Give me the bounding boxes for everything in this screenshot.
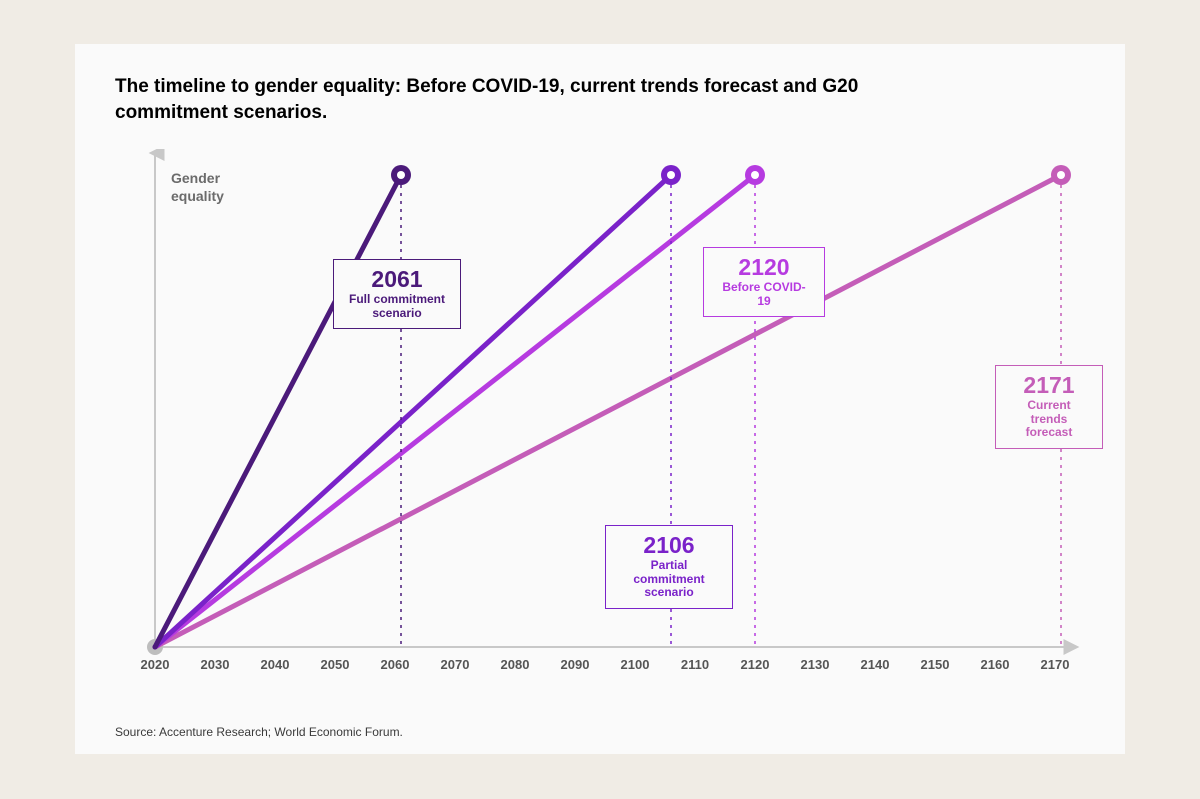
x-tick-label: 2030 bbox=[201, 657, 230, 672]
callout-year: 2120 bbox=[718, 254, 810, 280]
x-tick-label: 2130 bbox=[801, 657, 830, 672]
x-tick-label: 2170 bbox=[1041, 657, 1070, 672]
x-tick-label: 2140 bbox=[861, 657, 890, 672]
x-tick-label: 2020 bbox=[141, 657, 170, 672]
callout-sub: Current trends forecast bbox=[1010, 399, 1088, 440]
chart-area: 2020 2030 2040 2050 2060 2070 2080 2090 2100 2110… bbox=[115, 149, 1085, 709]
x-tick-label: 2040 bbox=[261, 657, 290, 672]
x-tick-label: 2060 bbox=[381, 657, 410, 672]
x-tick-label: 2160 bbox=[981, 657, 1010, 672]
x-tick-label: 2150 bbox=[921, 657, 950, 672]
scenario-line-full bbox=[155, 175, 401, 647]
y-axis-label: equality bbox=[171, 188, 224, 204]
x-tick-label: 2090 bbox=[561, 657, 590, 672]
x-tick-label: 2080 bbox=[501, 657, 530, 672]
x-tick-label: 2110 bbox=[681, 657, 709, 672]
scenario-line-partial bbox=[155, 175, 671, 647]
callout-sub: Before COVID-19 bbox=[718, 281, 810, 309]
chart-svg: 2020 2030 2040 2050 2060 2070 2080 2090 2100 2110… bbox=[115, 149, 1085, 709]
callout-sub: Partial commitment scenario bbox=[620, 559, 718, 600]
x-tick-label: 2120 bbox=[741, 657, 770, 672]
chart-title: The timeline to gender equality: Before … bbox=[115, 74, 945, 125]
callout-year: 2106 bbox=[620, 532, 718, 558]
callout-year: 2061 bbox=[348, 266, 446, 292]
x-tick-label: 2050 bbox=[321, 657, 350, 672]
x-tick-label: 2100 bbox=[621, 657, 650, 672]
chart-panel: The timeline to gender equality: Before … bbox=[75, 44, 1125, 754]
callout-sub: Full commitment scenario bbox=[348, 293, 446, 321]
y-axis-label: Gender bbox=[171, 170, 221, 186]
callout-full: 2061Full commitment scenario bbox=[333, 259, 461, 329]
callout-current: 2171Current trends forecast bbox=[995, 365, 1103, 449]
source-text: Source: Accenture Research; World Econom… bbox=[115, 725, 1085, 739]
callout-year: 2171 bbox=[1010, 372, 1088, 398]
x-tick-label: 2070 bbox=[441, 657, 470, 672]
callout-partial: 2106Partial commitment scenario bbox=[605, 525, 733, 609]
callout-before: 2120Before COVID-19 bbox=[703, 247, 825, 317]
